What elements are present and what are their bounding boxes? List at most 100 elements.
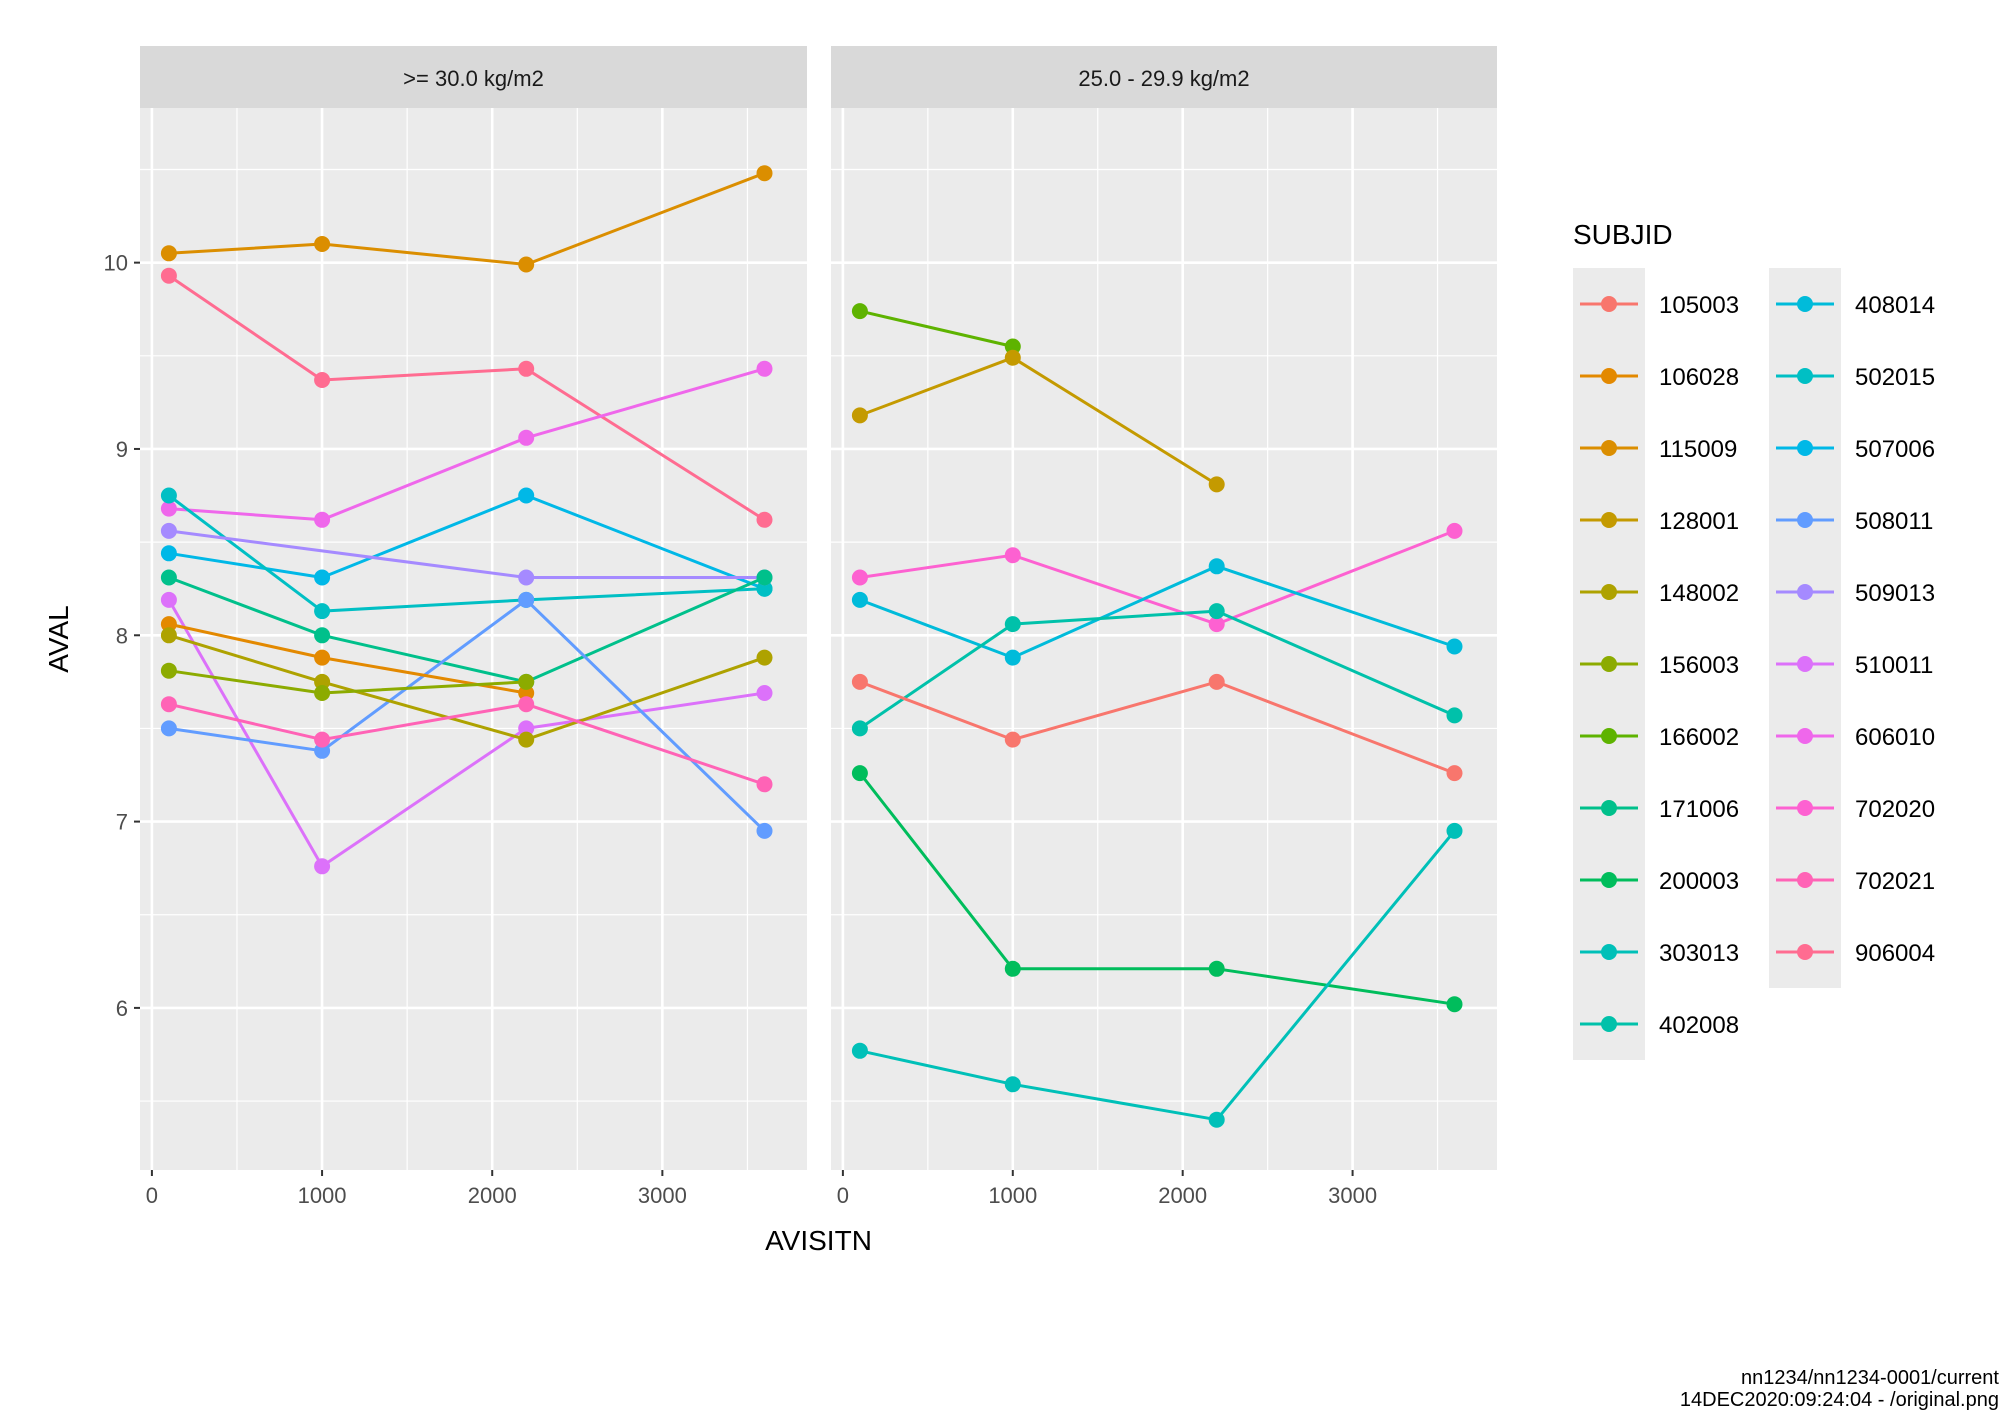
- legend-item-200003: 200003: [1580, 868, 1739, 895]
- data-point: [518, 256, 535, 273]
- x-tick-label: 2000: [1158, 1183, 1207, 1208]
- data-point: [1208, 1111, 1225, 1128]
- facet-strip-label: >= 30.0 kg/m2: [403, 66, 544, 91]
- data-point: [518, 487, 535, 504]
- legend-label: 148002: [1659, 580, 1739, 607]
- data-point: [756, 165, 773, 182]
- series-line: [858, 772, 1455, 1006]
- legend-key-point: [1601, 296, 1617, 312]
- data-point: [851, 765, 868, 782]
- data-point: [756, 685, 773, 701]
- legend-label: 906004: [1855, 940, 1935, 967]
- footer-path: nn1234/nn1234-0001/current: [1741, 1367, 1999, 1389]
- x-tick-label: 2000: [468, 1183, 517, 1208]
- data-point: [314, 685, 331, 701]
- series-line: [859, 564, 1455, 660]
- legend-label: 105003: [1659, 292, 1739, 319]
- data-point: [851, 673, 868, 690]
- legend-label: 303013: [1659, 940, 1739, 967]
- data-point: [851, 1042, 868, 1059]
- series-line: [167, 599, 765, 868]
- legend-item-507006: 507006: [1776, 436, 1935, 463]
- legend-item-906004: 906004: [1776, 940, 1935, 967]
- legend-label: 509013: [1855, 580, 1935, 607]
- series-702020: [851, 522, 1463, 633]
- x-tick-label: 1000: [988, 1183, 1037, 1208]
- x-tick-label: 0: [837, 1183, 849, 1208]
- data-point: [1208, 960, 1225, 977]
- data-point: [1446, 707, 1463, 724]
- data-point: [1446, 522, 1463, 539]
- data-point: [1446, 822, 1463, 839]
- series-line: [168, 367, 765, 522]
- legend-item-166002: 166002: [1580, 724, 1739, 751]
- legend-key-point: [1601, 368, 1617, 384]
- legend-label: 128001: [1659, 508, 1739, 535]
- series-115009: [160, 165, 773, 273]
- series-200003: [851, 765, 1463, 1013]
- legend-label: 502015: [1855, 364, 1935, 391]
- legend-label: 402008: [1659, 1012, 1739, 1039]
- data-point: [314, 372, 331, 388]
- legend-key-point: [1797, 368, 1813, 384]
- legend-key-point: [1797, 296, 1813, 312]
- panel-2: 0 1000 2000 3000 25.0 - 29.9 kg/m2: [831, 46, 1497, 1208]
- data-point: [518, 360, 535, 377]
- legend-key-background: [1769, 268, 1841, 988]
- series-line: [168, 633, 765, 742]
- legend-item-128001: 128001: [1580, 508, 1739, 535]
- data-point: [1004, 649, 1021, 666]
- legend-item-509013: 509013: [1776, 580, 1935, 607]
- data-point: [160, 720, 177, 737]
- data-point: [314, 731, 331, 748]
- data-point: [160, 500, 177, 517]
- data-point: [518, 673, 535, 690]
- legend-title: SUBJID: [1573, 219, 1673, 250]
- series-line: [168, 171, 766, 266]
- series-line: [859, 309, 1014, 348]
- legend-label: 166002: [1659, 724, 1739, 751]
- panel-background: [831, 108, 1497, 1170]
- data-point: [160, 487, 177, 504]
- data-point: [756, 822, 773, 839]
- legend-item-106028: 106028: [1580, 364, 1739, 391]
- data-point: [160, 545, 177, 562]
- legend-item-502015: 502015: [1776, 364, 1935, 391]
- legend-label: 508011: [1855, 508, 1933, 535]
- data-point: [160, 245, 177, 262]
- legend-label: 171006: [1659, 796, 1739, 823]
- data-point: [314, 511, 331, 528]
- series-303013: [851, 822, 1463, 1128]
- data-point: [1208, 673, 1225, 690]
- facet-strip: [140, 46, 807, 108]
- legend-item-408014: 408014: [1776, 292, 1935, 319]
- legend-key-point: [1797, 584, 1813, 600]
- series-106028: [160, 616, 535, 701]
- legend-item-148002: 148002: [1580, 580, 1739, 607]
- data-point: [1004, 1076, 1021, 1093]
- data-point: [851, 407, 868, 424]
- series-line: [167, 494, 765, 613]
- legend-item-702021: 702021: [1776, 868, 1935, 895]
- series-156003: [160, 662, 535, 701]
- y-axis-title: AVAL: [43, 605, 74, 672]
- data-point: [160, 627, 177, 644]
- series-line: [859, 680, 1456, 775]
- x-tick-label: 3000: [638, 1183, 687, 1208]
- legend-label: 507006: [1855, 436, 1935, 463]
- legend-item-303013: 303013: [1580, 940, 1739, 967]
- data-point: [314, 603, 331, 620]
- x-tick-label: 3000: [1328, 1183, 1377, 1208]
- data-point: [518, 685, 535, 701]
- panel-1: 6 7 8 9 10 0 1000 2000 3000 >= 30.0 kg/m2: [104, 46, 807, 1208]
- legend-key-point: [1601, 440, 1617, 456]
- x-tick-label: 0: [146, 1183, 158, 1208]
- series-line: [168, 576, 766, 684]
- legend-label: 408014: [1855, 292, 1935, 319]
- series-906004: [160, 267, 773, 528]
- data-point: [1208, 476, 1225, 493]
- legend-key-point: [1797, 800, 1813, 816]
- data-point: [314, 858, 331, 875]
- legend-item-115009: 115009: [1580, 436, 1737, 463]
